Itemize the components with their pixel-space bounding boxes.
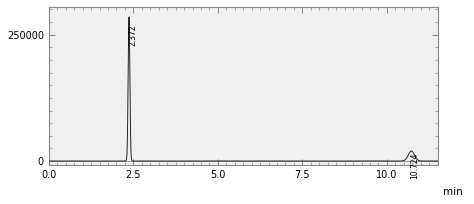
Text: 10.724: 10.724 [410, 152, 419, 179]
Text: 2.372: 2.372 [128, 24, 137, 46]
X-axis label: min: min [443, 187, 463, 197]
